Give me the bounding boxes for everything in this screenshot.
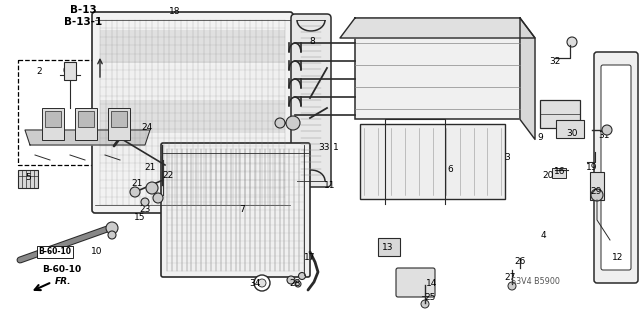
Bar <box>42 108 64 140</box>
Circle shape <box>567 37 577 47</box>
Bar <box>18 170 38 188</box>
Circle shape <box>275 118 285 128</box>
Circle shape <box>141 198 149 206</box>
Text: 31: 31 <box>598 130 610 139</box>
FancyBboxPatch shape <box>396 268 435 297</box>
Text: 15: 15 <box>134 213 146 222</box>
Circle shape <box>421 300 429 308</box>
Text: B-60-10: B-60-10 <box>42 264 81 273</box>
Circle shape <box>258 279 266 287</box>
Text: 19: 19 <box>586 164 598 173</box>
Text: 14: 14 <box>426 278 438 287</box>
Text: 4: 4 <box>540 232 546 241</box>
FancyBboxPatch shape <box>18 60 163 165</box>
Bar <box>111 111 127 127</box>
Text: 26: 26 <box>515 257 525 266</box>
Text: B-60-10: B-60-10 <box>38 248 72 256</box>
FancyBboxPatch shape <box>161 143 310 277</box>
Text: 12: 12 <box>612 254 624 263</box>
Text: 5: 5 <box>25 174 31 182</box>
Text: 22: 22 <box>163 172 173 181</box>
Bar <box>360 124 505 198</box>
Bar <box>45 111 61 127</box>
Text: 2: 2 <box>36 68 42 77</box>
Circle shape <box>295 281 301 287</box>
Circle shape <box>108 231 116 239</box>
FancyBboxPatch shape <box>291 14 331 187</box>
Polygon shape <box>340 18 535 38</box>
Text: 8: 8 <box>309 38 315 47</box>
Text: 16: 16 <box>554 167 566 176</box>
Text: 25: 25 <box>424 293 436 302</box>
Bar <box>355 18 520 119</box>
Text: 30: 30 <box>566 129 578 137</box>
Circle shape <box>130 187 140 197</box>
Text: B-13-1: B-13-1 <box>64 17 102 27</box>
Text: 27: 27 <box>504 272 516 281</box>
Bar <box>75 108 97 140</box>
Text: 18: 18 <box>169 8 180 17</box>
Polygon shape <box>520 18 535 139</box>
Text: 24: 24 <box>141 123 152 132</box>
Text: 29: 29 <box>590 188 602 197</box>
Text: 33: 33 <box>318 143 330 152</box>
Text: 3: 3 <box>504 152 510 161</box>
Text: 28: 28 <box>289 279 301 288</box>
Circle shape <box>602 125 612 135</box>
Polygon shape <box>25 130 150 145</box>
Bar <box>540 100 580 128</box>
Text: 20: 20 <box>542 170 554 180</box>
Text: 9: 9 <box>537 133 543 143</box>
Text: 21: 21 <box>131 179 143 188</box>
Bar <box>100 30 285 63</box>
Text: 1: 1 <box>333 144 339 152</box>
FancyBboxPatch shape <box>601 65 631 270</box>
Text: FR.: FR. <box>55 278 72 286</box>
Bar <box>556 120 584 138</box>
Bar <box>78 111 94 127</box>
Text: 6: 6 <box>447 166 453 174</box>
Circle shape <box>106 222 118 234</box>
Text: 11: 11 <box>324 181 336 189</box>
Circle shape <box>254 275 270 291</box>
Text: 7: 7 <box>239 205 245 214</box>
Bar <box>100 65 285 98</box>
Circle shape <box>508 282 516 290</box>
Bar <box>378 238 400 256</box>
Bar <box>552 168 566 178</box>
FancyBboxPatch shape <box>594 52 638 283</box>
Circle shape <box>153 193 163 203</box>
Circle shape <box>286 116 300 130</box>
Bar <box>590 172 604 200</box>
Text: 21: 21 <box>144 162 156 172</box>
FancyBboxPatch shape <box>92 12 293 213</box>
Circle shape <box>298 272 305 279</box>
Text: 23: 23 <box>140 205 150 214</box>
Circle shape <box>591 189 603 201</box>
Circle shape <box>287 276 295 284</box>
Text: 17: 17 <box>304 254 316 263</box>
Bar <box>108 108 130 140</box>
Bar <box>64 62 76 80</box>
Text: 10: 10 <box>92 248 103 256</box>
Circle shape <box>146 182 158 194</box>
Text: B-13: B-13 <box>70 5 97 15</box>
Bar <box>100 100 285 133</box>
Text: 32: 32 <box>549 57 561 66</box>
Text: 13: 13 <box>382 242 394 251</box>
Bar <box>100 135 285 168</box>
Text: 34: 34 <box>250 279 260 288</box>
Text: S3V4 B5900: S3V4 B5900 <box>511 277 559 286</box>
